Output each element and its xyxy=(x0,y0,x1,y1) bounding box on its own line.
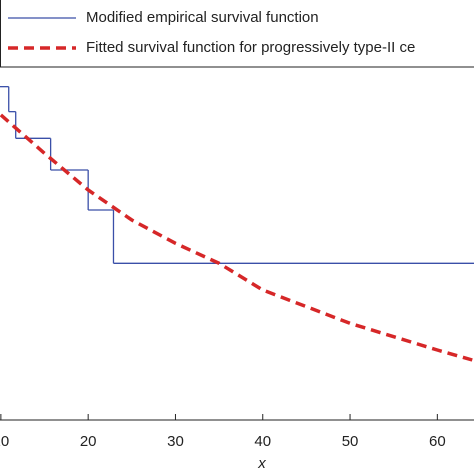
x-tick-label: 30 xyxy=(167,433,184,450)
legend-label: Modified empirical survival function xyxy=(86,9,319,26)
x-axis-label: x xyxy=(257,455,266,472)
legend-box xyxy=(0,0,474,68)
x-tick-label: 10 xyxy=(0,433,9,450)
x-tick-label: 40 xyxy=(254,433,271,450)
x-tick-label: 60 xyxy=(429,433,446,450)
x-tick-label: 20 xyxy=(80,433,97,450)
series-line xyxy=(0,113,473,362)
x-tick-label: 50 xyxy=(342,433,359,450)
legend-label: Fitted survival function for progressive… xyxy=(86,39,415,56)
